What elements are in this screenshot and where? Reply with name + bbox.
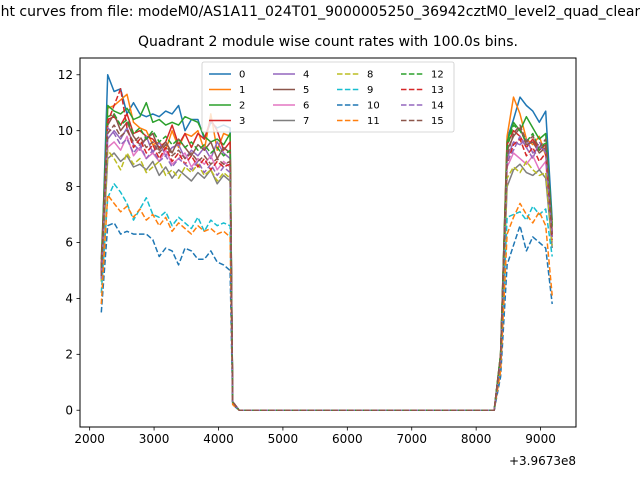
- legend-label-3: 3: [239, 116, 245, 127]
- y-tick-label: 6: [65, 236, 73, 250]
- x-tick-label: 8000: [461, 432, 492, 446]
- y-tick-label: 8: [65, 180, 73, 194]
- legend-label-15: 15: [431, 116, 444, 127]
- legend-label-8: 8: [367, 70, 373, 81]
- y-tick-label: 2: [65, 348, 73, 362]
- legend-label-14: 14: [431, 101, 444, 112]
- legend-label-11: 11: [367, 116, 380, 127]
- x-tick-label: 7000: [396, 432, 427, 446]
- series-line-9: [100, 183, 553, 411]
- figure-suptitle-text: Light curves from file: modeM0/AS1A11_02…: [0, 4, 640, 20]
- series-line-14: [100, 127, 553, 411]
- legend-label-6: 6: [303, 101, 309, 112]
- series-line-6: [100, 135, 553, 411]
- legend-label-10: 10: [367, 101, 380, 112]
- legend-label-5: 5: [303, 85, 309, 96]
- series-line-10: [100, 222, 553, 411]
- series-line-11: [100, 194, 553, 411]
- x-tick-label: 4000: [203, 432, 234, 446]
- legend-label-9: 9: [367, 85, 373, 96]
- x-tick-label: 6000: [332, 432, 363, 446]
- x-axis-offset-label: +3.9673e8: [509, 454, 576, 468]
- series-line-15: [100, 124, 553, 411]
- series-line-7: [100, 152, 553, 411]
- chart-title: Quadrant 2 module wise count rates with …: [138, 34, 518, 50]
- legend-label-13: 13: [431, 85, 444, 96]
- y-tick-label: 10: [58, 124, 73, 138]
- y-tick-label: 12: [58, 68, 73, 82]
- legend-frame: [201, 61, 455, 133]
- legend-label-7: 7: [303, 116, 309, 127]
- legend-label-4: 4: [303, 70, 309, 81]
- axes-layer: 2000 3000 4000 5000 6000 7000 8000 900002468101…: [58, 68, 576, 468]
- legend-label-12: 12: [431, 70, 444, 81]
- legend-label-2: 2: [239, 101, 245, 112]
- x-tick-label: 3000: [139, 432, 170, 446]
- figure-suptitle: Light curves from file: modeM0/AS1A11_02…: [0, 4, 640, 24]
- legend-label-1: 1: [239, 85, 245, 96]
- y-tick-label: 4: [65, 292, 73, 306]
- series-line-4: [100, 127, 553, 411]
- x-tick-label: 2000: [74, 432, 105, 446]
- series-line-8: [100, 149, 553, 411]
- legend-label-0: 0: [239, 70, 245, 81]
- y-tick-label: 0: [65, 403, 73, 417]
- x-tick-label: 9000: [525, 432, 556, 446]
- x-tick-label: 5000: [268, 432, 299, 446]
- series-layer: [100, 74, 553, 411]
